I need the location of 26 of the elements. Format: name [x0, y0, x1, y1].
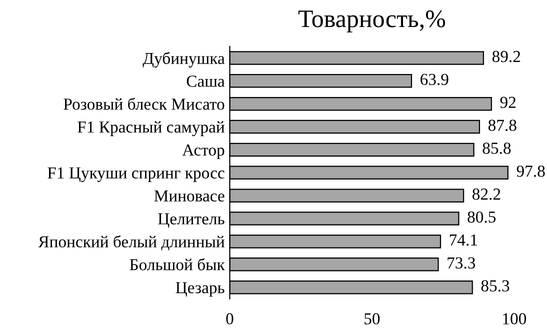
y-tick-label: Розовый блеск Мисато — [64, 98, 224, 110]
y-tick-label: F1 Цукуши спринг кросс — [48, 167, 224, 182]
y-tick-label: Астор — [182, 144, 224, 160]
data-label: 97.8 — [516, 166, 545, 177]
data-label: 80.5 — [468, 211, 496, 223]
y-tick-label: Японский белый длинный — [38, 235, 224, 250]
y-tick-label: Миновасе — [154, 190, 224, 202]
data-label: 63.9 — [420, 74, 448, 86]
x-tick-label: 100 — [503, 313, 526, 324]
y-tick-label: Дубинушка — [142, 52, 225, 68]
y-tick-label: Цезарь — [176, 282, 224, 297]
data-label: 92 — [500, 96, 516, 108]
data-label: 85.3 — [481, 280, 510, 292]
data-label: 89.2 — [492, 50, 520, 62]
y-tick-label: Большой бык — [130, 258, 225, 270]
data-label: 87.8 — [488, 120, 516, 132]
y-tick-label: Целитель — [158, 213, 224, 228]
y-tick-label: F1 Красный самурай — [78, 121, 224, 136]
y-tick-label: Саша — [186, 76, 225, 87]
data-label: 73.3 — [448, 257, 476, 269]
data-label: 74.1 — [450, 234, 478, 246]
data-label: 85.8 — [482, 142, 511, 154]
x-tick-label: 0 — [226, 313, 234, 324]
chart-title: Товарность,% — [298, 10, 446, 32]
data-label: 82.2 — [472, 188, 500, 200]
x-tick-label: 50 — [364, 313, 380, 324]
